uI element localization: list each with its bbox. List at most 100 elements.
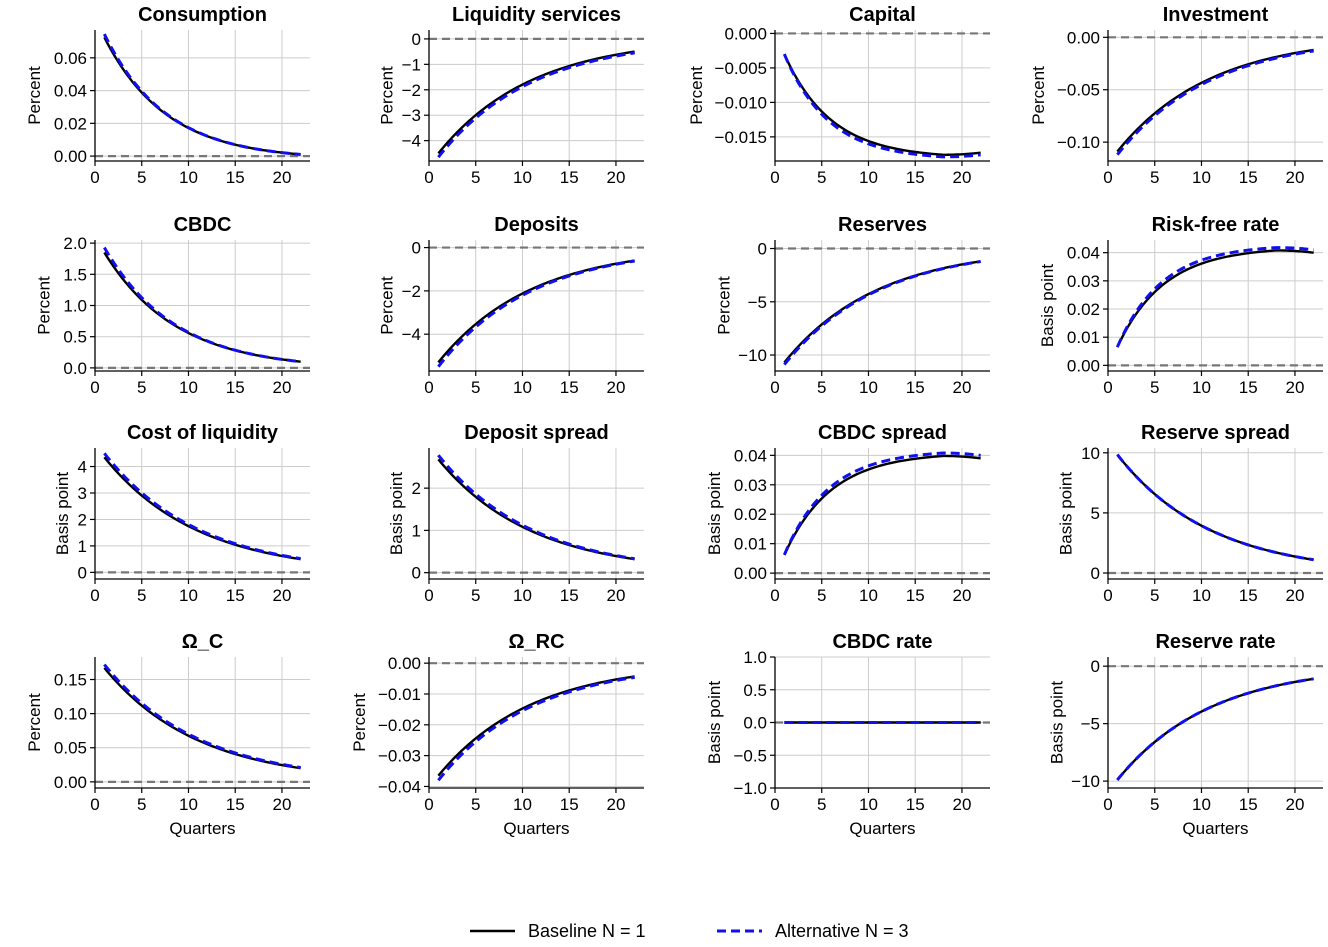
panel-title: CBDC <box>174 214 232 236</box>
x-tick-label: 20 <box>1285 586 1304 605</box>
y-axis-label: Basis point <box>53 472 72 555</box>
x-tick-label: 20 <box>1285 378 1304 397</box>
y-tick-label: 0 <box>758 240 767 259</box>
series-line-alternative <box>782 53 981 159</box>
y-tick-label: 0 <box>412 239 421 258</box>
y-tick-label: 0.00 <box>388 654 421 673</box>
y-tick-label: 0 <box>412 564 421 583</box>
y-tick-label: 2 <box>412 479 421 498</box>
y-tick-label: −0.02 <box>378 716 421 735</box>
x-tick-label: 15 <box>1239 795 1258 814</box>
x-tick-label: 15 <box>560 378 579 397</box>
x-tick-label: 20 <box>606 795 625 814</box>
panel-deposits: 0 5 10 15 20 −4 −2 0 Deposits Percent <box>378 214 644 397</box>
y-tick-label: −4 <box>402 325 421 344</box>
series-line-alternative <box>437 454 635 561</box>
series-line-baseline <box>437 50 635 155</box>
y-tick-label: 0.00 <box>54 773 87 792</box>
x-tick-label: 10 <box>179 168 198 187</box>
y-tick-label: 0.000 <box>724 24 767 43</box>
x-tick-label: 15 <box>226 168 245 187</box>
x-tick-label: 10 <box>1192 586 1211 605</box>
y-axis-label: Basis point <box>705 681 724 764</box>
x-tick-label: 5 <box>817 586 826 605</box>
panel-investment: 0 5 10 15 20 −0.10 −0.05 0.00 Investment Percent <box>1029 4 1323 187</box>
x-tick-label: 10 <box>1192 168 1211 187</box>
y-tick-label: 0.5 <box>743 681 767 700</box>
x-tick-label: 0 <box>90 378 99 397</box>
x-tick-label: 10 <box>1192 378 1211 397</box>
y-axis-label: Percent <box>1029 66 1048 125</box>
y-tick-label: 0 <box>1091 657 1100 676</box>
x-axis-label: Quarters <box>169 819 235 838</box>
y-tick-label: −2 <box>402 81 421 100</box>
x-tick-label: 0 <box>424 795 433 814</box>
legend-label: Alternative N = 3 <box>775 921 909 941</box>
y-tick-label: 0.04 <box>54 82 87 101</box>
y-tick-label: 0 <box>78 563 87 582</box>
series-line-alternative <box>783 260 981 366</box>
y-tick-label: −0.015 <box>715 128 767 147</box>
panel-title: Ω_C <box>182 631 224 653</box>
x-tick-label: 5 <box>1150 586 1159 605</box>
y-tick-label: 0.0 <box>743 714 767 733</box>
x-tick-label: 0 <box>90 168 99 187</box>
y-tick-label: 0.03 <box>1067 272 1100 291</box>
y-tick-label: 0.04 <box>734 446 767 465</box>
y-tick-label: −1 <box>402 55 421 74</box>
y-tick-label: 0.0 <box>63 359 87 378</box>
y-tick-label: 5 <box>1091 504 1100 523</box>
y-tick-label: 0 <box>412 30 421 49</box>
panel-liquidity-services: 0 5 10 15 20 −4 −3 −2 −1 0 Liquidity services Perce… <box>378 4 644 187</box>
series-line-alternative <box>103 663 301 770</box>
x-tick-label: 10 <box>513 378 532 397</box>
x-tick-label: 15 <box>560 795 579 814</box>
x-tick-label: 15 <box>226 378 245 397</box>
panel-cbdc-spread: 0 5 10 15 20 0.00 0.01 0.02 0.03 0.04 CBDC spread B… <box>705 422 990 605</box>
panel-title: Investment <box>1163 4 1269 26</box>
x-tick-label: 0 <box>770 378 779 397</box>
y-tick-label: −0.01 <box>378 685 421 704</box>
series-line-alternative <box>103 33 301 156</box>
y-tick-label: −3 <box>402 106 421 125</box>
y-tick-label: 0.04 <box>1067 244 1100 263</box>
y-axis-label: Basis point <box>387 472 406 555</box>
y-axis-label: Percent <box>25 693 44 752</box>
x-tick-label: 10 <box>513 168 532 187</box>
x-tick-label: 20 <box>272 378 291 397</box>
x-tick-label: 0 <box>770 586 779 605</box>
x-tick-label: 5 <box>137 586 146 605</box>
y-axis-label: Percent <box>25 66 44 125</box>
panel-reserve-spread: 0 5 10 15 20 0 5 10 Reserve spread Basis point <box>1057 422 1323 605</box>
x-tick-label: 0 <box>1103 586 1112 605</box>
x-tick-label: 5 <box>471 168 480 187</box>
x-tick-label: 20 <box>1285 168 1304 187</box>
panel-title: Liquidity services <box>452 4 621 26</box>
series-line-baseline <box>1116 48 1314 153</box>
x-tick-label: 15 <box>560 586 579 605</box>
y-tick-label: 1.0 <box>743 648 767 667</box>
x-tick-label: 10 <box>179 586 198 605</box>
y-tick-label: −0.5 <box>733 746 767 765</box>
series-line-alternative <box>103 452 301 561</box>
y-tick-label: 1.0 <box>63 297 87 316</box>
x-tick-label: 5 <box>471 795 480 814</box>
series-line-baseline <box>103 251 301 363</box>
x-tick-label: 20 <box>272 795 291 814</box>
series-line-baseline <box>103 456 301 561</box>
x-tick-label: 0 <box>90 586 99 605</box>
x-tick-label: 0 <box>424 168 433 187</box>
x-tick-label: 5 <box>1150 168 1159 187</box>
x-tick-label: 10 <box>859 378 878 397</box>
x-tick-label: 10 <box>179 378 198 397</box>
y-tick-label: 0.01 <box>1067 328 1100 347</box>
x-tick-label: 10 <box>859 168 878 187</box>
y-tick-label: −5 <box>1081 715 1100 734</box>
x-tick-label: 20 <box>272 168 291 187</box>
x-tick-label: 0 <box>424 586 433 605</box>
y-tick-label: 0.5 <box>63 328 87 347</box>
x-tick-label: 20 <box>952 795 971 814</box>
x-tick-label: 5 <box>471 586 480 605</box>
series-line-alternative <box>437 259 635 368</box>
x-tick-label: 5 <box>471 378 480 397</box>
